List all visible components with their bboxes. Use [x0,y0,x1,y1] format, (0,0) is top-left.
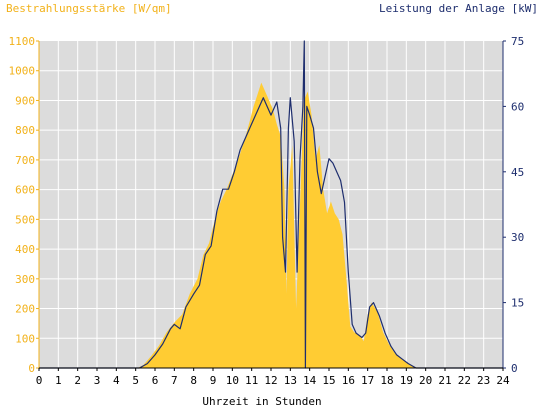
left-tick-label: 600 [15,184,35,197]
left-tick-label: 300 [15,273,35,286]
left-tick-label: 800 [15,124,35,137]
x-tick-label: 17 [361,374,374,387]
left-tick-label: 0 [28,362,35,375]
x-tick-label: 8 [190,374,197,387]
right-axis-title: Leistung der Anlage [kW] [379,2,538,15]
right-tick-label: 60 [511,100,524,113]
x-tick-label: 13 [284,374,297,387]
right-tick-label: 15 [511,297,524,310]
left-tick-label: 500 [15,213,35,226]
x-tick-label: 16 [342,374,355,387]
x-tick-label: 23 [477,374,490,387]
irradiance-area [39,82,503,368]
left-axis-title: Bestrahlungsstärke [W/qm] [6,2,172,15]
x-tick-label: 2 [74,374,81,387]
x-tick-label: 4 [113,374,120,387]
x-tick-label: 19 [400,374,413,387]
x-tick-label: 5 [132,374,139,387]
x-tick-label: 0 [36,374,43,387]
power-line [39,40,503,369]
left-tick-label: 700 [15,154,35,167]
x-tick-label: 10 [226,374,239,387]
right-tick-label: 45 [511,166,524,179]
x-tick-label: 18 [380,374,393,387]
x-tick-label: 7 [171,374,178,387]
left-tick-label: 200 [15,303,35,316]
x-tick-label: 15 [322,374,335,387]
left-tick-label: 1000 [9,65,36,78]
x-tick-label: 1 [55,374,62,387]
x-tick-label: 9 [210,374,217,387]
x-tick-label: 21 [438,374,451,387]
x-tick-label: 22 [458,374,471,387]
x-tick-label: 11 [245,374,258,387]
left-tick-label: 100 [15,332,35,345]
left-tick-label: 1100 [9,35,36,48]
right-tick-label: 30 [511,231,524,244]
left-tick-label: 900 [15,94,35,107]
right-tick-label: 75 [511,35,524,48]
right-tick-label: 0 [511,362,518,375]
x-tick-label: 24 [496,374,510,387]
tick-labels: 0100200300400500600700800900100011000153… [9,35,525,387]
x-tick-label: 20 [419,374,432,387]
x-tick-label: 12 [264,374,277,387]
x-tick-label: 3 [94,374,101,387]
x-axis-title: Uhrzeit in Stunden [202,395,321,408]
x-tick-label: 6 [152,374,159,387]
left-tick-label: 400 [15,243,35,256]
x-tick-label: 14 [303,374,317,387]
